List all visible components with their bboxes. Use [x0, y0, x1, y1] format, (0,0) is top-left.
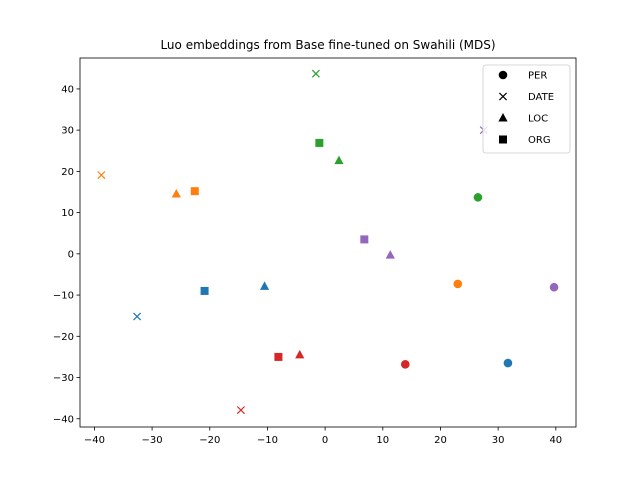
- legend-box: [482, 64, 571, 154]
- data-point-square: [315, 138, 324, 147]
- plot-area: [79, 57, 577, 428]
- y-tick-label: −30: [53, 373, 74, 384]
- x-tick-label: −30: [142, 435, 163, 446]
- data-point-circle: [503, 358, 513, 368]
- x-tick-label: 30: [492, 435, 505, 446]
- legend: PER DATE LOC ORG: [482, 64, 571, 154]
- data-point-x: [311, 69, 320, 78]
- y-tick-label: 20: [61, 167, 74, 178]
- data-point-circle: [453, 279, 463, 289]
- data-point-triangle: [259, 281, 270, 290]
- data-point-square: [360, 235, 369, 244]
- x-tick-label: −40: [84, 435, 105, 446]
- x-tick-label: 20: [434, 435, 447, 446]
- legend-label: DATE: [528, 92, 554, 103]
- data-point-square: [274, 352, 283, 361]
- legend-marker-square: [499, 135, 507, 144]
- axes-frame: [79, 57, 577, 428]
- data-point-circle: [549, 282, 559, 292]
- x-axis: −40 −30 −20 −10 0 10 20 30 40: [84, 427, 562, 446]
- data-point-triangle: [171, 189, 181, 198]
- y-tick-label: 0: [68, 249, 74, 260]
- legend-marker-circle: [498, 70, 508, 80]
- y-tick-label: −10: [53, 291, 74, 302]
- x-tick-label: −10: [257, 435, 278, 446]
- legend-label: LOC: [528, 114, 548, 125]
- x-tick-label: 0: [322, 435, 328, 446]
- points-layer: [97, 69, 559, 415]
- data-point-circle: [400, 360, 410, 369]
- data-point-x: [133, 312, 142, 321]
- x-tick-label: −20: [199, 435, 220, 446]
- legend-label: ORG: [528, 135, 551, 146]
- data-point-circle: [473, 193, 483, 202]
- y-tick-label: 10: [61, 208, 74, 219]
- data-point-square: [190, 187, 199, 196]
- x-tick-label: 40: [549, 435, 562, 446]
- y-tick-label: −40: [53, 414, 74, 425]
- y-axis: −40 −30 −20 −10 0 10 20 30 40: [53, 84, 80, 425]
- data-point-triangle: [295, 349, 305, 359]
- chart-title: Luo embeddings from Base fine-tuned on S…: [160, 38, 495, 52]
- data-point-square: [200, 286, 209, 295]
- legend-marker-x: [498, 92, 508, 101]
- x-tick-label: 10: [376, 435, 389, 446]
- legend-marker-triangle: [498, 113, 508, 122]
- legend-label: PER: [528, 71, 547, 82]
- data-point-triangle: [385, 250, 395, 259]
- y-tick-label: 30: [61, 126, 74, 137]
- y-tick-label: 40: [61, 84, 74, 95]
- data-point-triangle: [334, 155, 344, 165]
- y-tick-label: −20: [53, 332, 74, 343]
- data-point-x: [97, 171, 106, 180]
- data-point-x: [236, 406, 245, 415]
